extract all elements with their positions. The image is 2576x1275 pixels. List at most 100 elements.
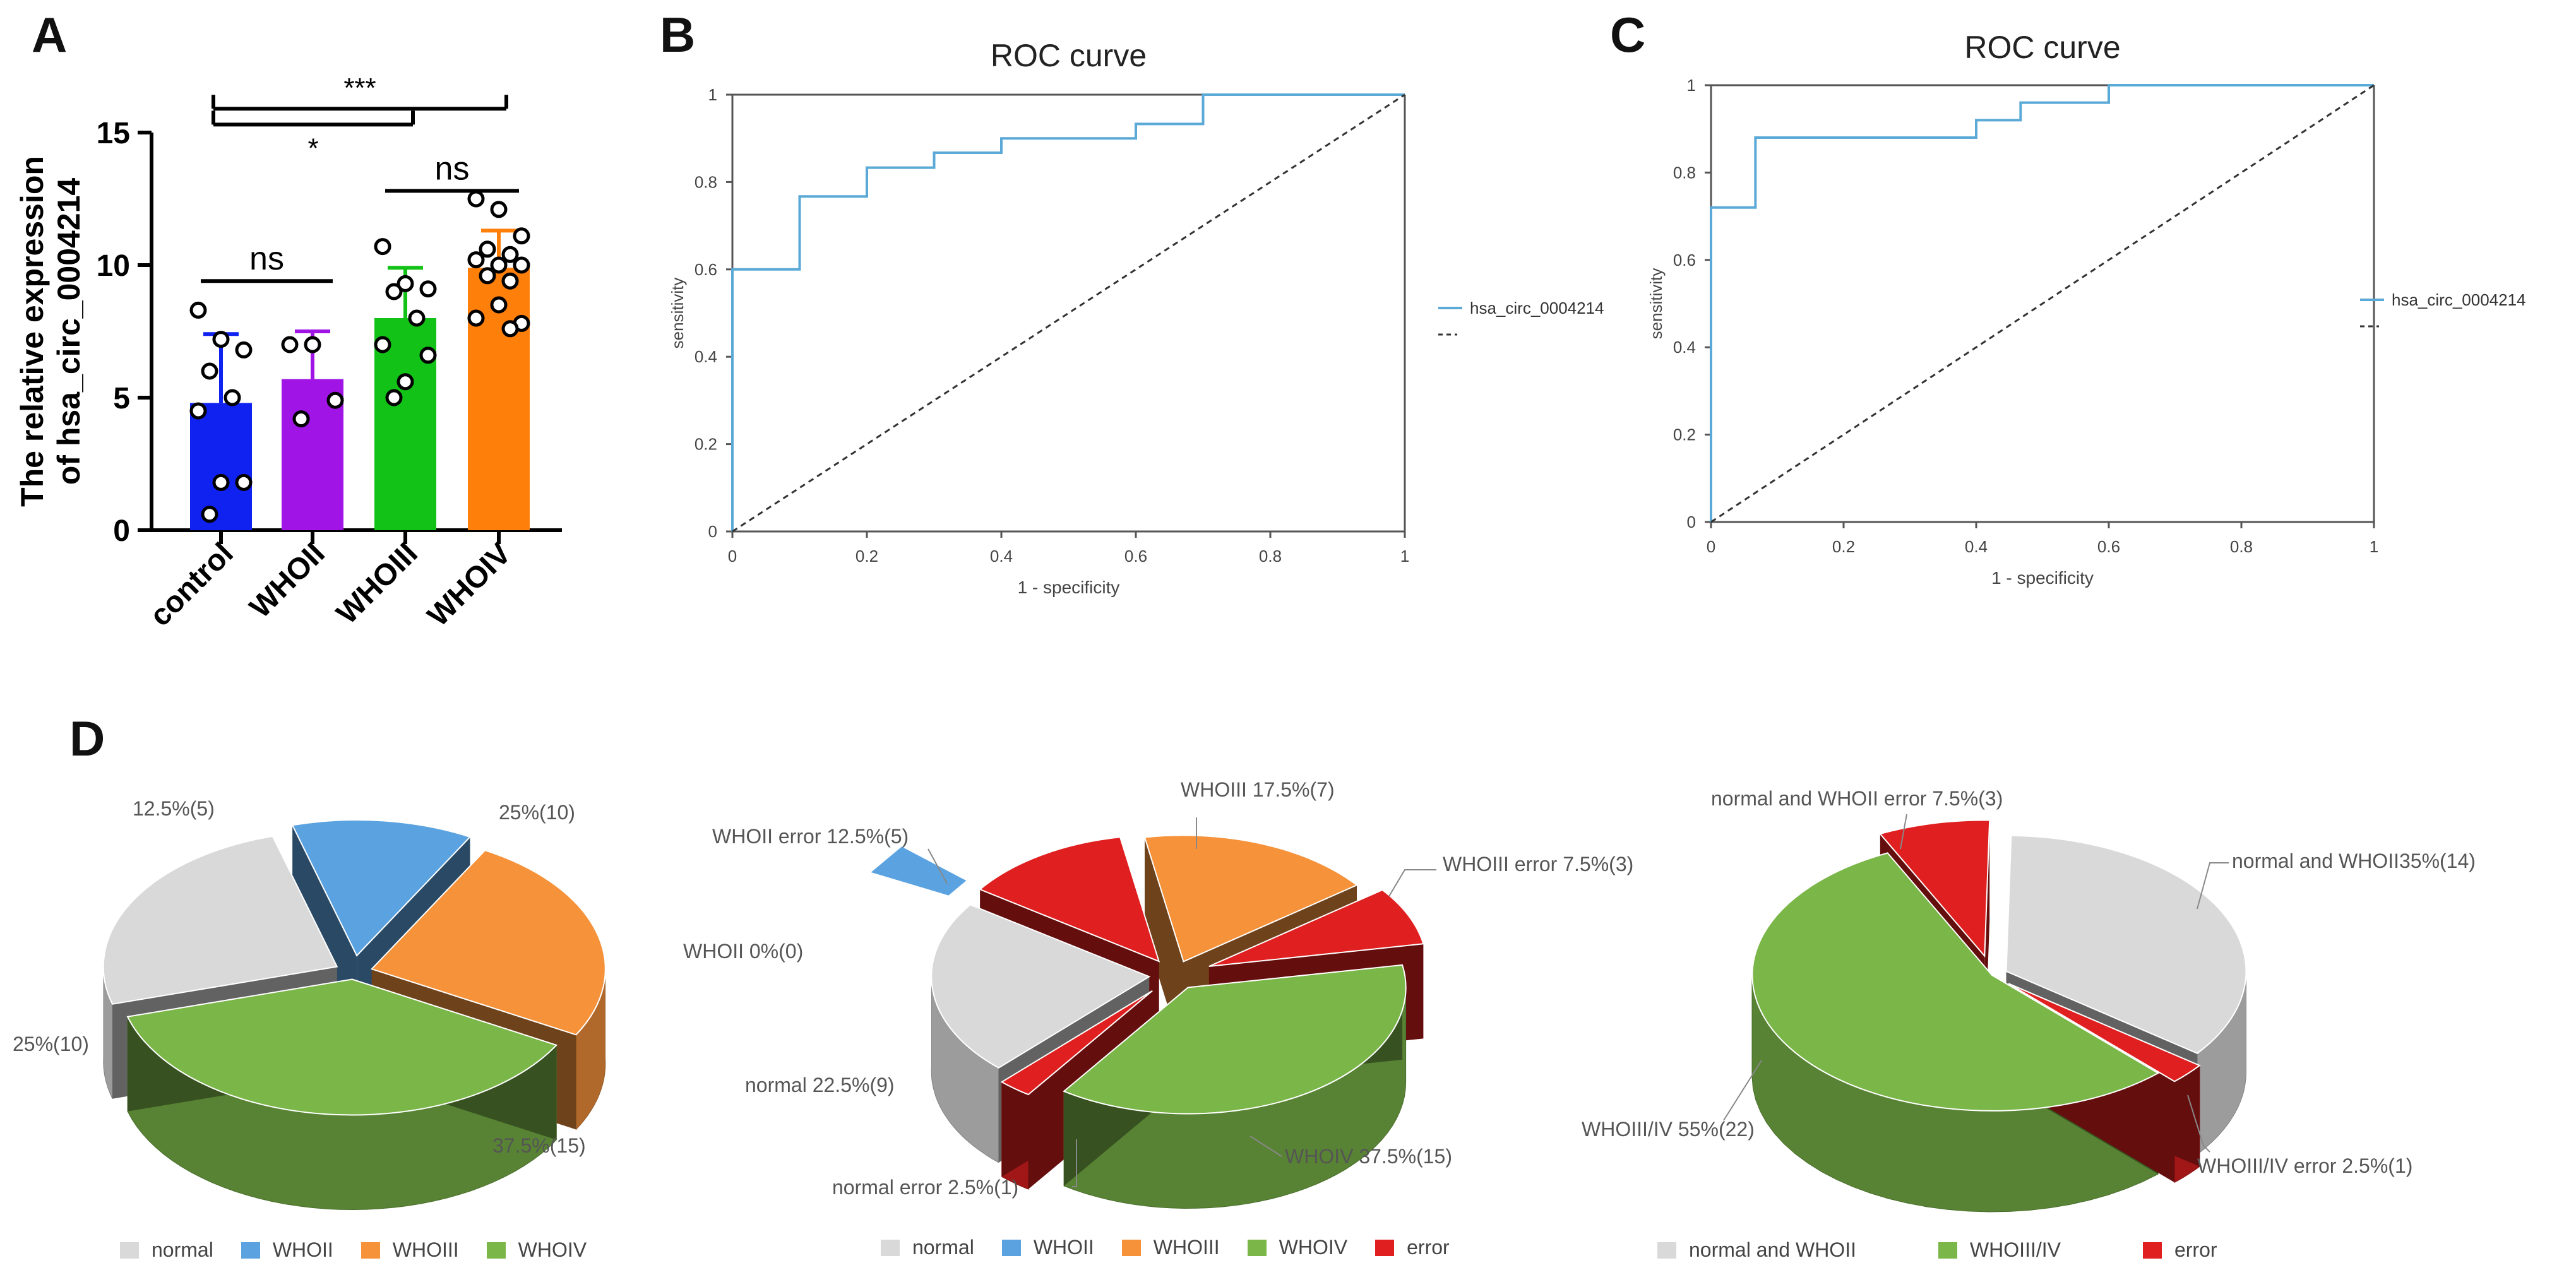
pie-slice-label: normal and WHOII35%(14) bbox=[2232, 850, 2476, 872]
legend-swatch bbox=[361, 1242, 380, 1259]
x-tick-label: control bbox=[143, 537, 239, 632]
significance-label: ns bbox=[435, 150, 470, 187]
legend-swatch bbox=[1375, 1239, 1395, 1256]
chart-title: ROC curve bbox=[1964, 30, 2120, 65]
legend-label: normal bbox=[152, 1238, 213, 1261]
y-tick-label: 0.8 bbox=[1673, 163, 1696, 182]
y-axis-label-line: of hsa_circ_0004214 bbox=[51, 178, 86, 485]
pie-chart-d1: 12.5%(5) 25%(10) 37.5%(15) 25%(10) bbox=[13, 797, 606, 1211]
pie-slice-whoiii-error bbox=[1208, 889, 1424, 967]
legend-swatch bbox=[486, 1242, 506, 1259]
panel-label-d: D bbox=[69, 711, 105, 766]
data-point bbox=[479, 267, 496, 285]
x-tick-label: 0.2 bbox=[1832, 537, 1855, 556]
chart-title: ROC curve bbox=[991, 38, 1147, 73]
pie-leader-line bbox=[1723, 1060, 1762, 1121]
pie-slice-whoiii bbox=[1143, 834, 1358, 963]
pie-chart-d3: normal and WHOII35%(14) WHOIII/IV error 2… bbox=[1582, 787, 2476, 1213]
legend-swatch bbox=[120, 1242, 139, 1259]
data-point bbox=[374, 238, 391, 256]
legend-swatch bbox=[1657, 1242, 1676, 1259]
panel-label-b: B bbox=[660, 7, 696, 62]
panel-label-c: C bbox=[1610, 7, 1646, 62]
data-point bbox=[292, 410, 310, 428]
data-point bbox=[235, 341, 253, 359]
pie-leader-line bbox=[1900, 814, 1907, 850]
data-point bbox=[235, 473, 253, 491]
pie-slice-label: normal error 2.5%(1) bbox=[832, 1176, 1018, 1199]
data-point bbox=[374, 336, 391, 353]
x-axis-label: 1 - specificity bbox=[1018, 578, 1120, 597]
data-point bbox=[419, 280, 437, 298]
y-axis-label: The relative expressionof hsa_circ_00042… bbox=[15, 156, 86, 507]
bar-control bbox=[190, 403, 252, 530]
legend-label: hsa_circ_0004214 bbox=[2392, 290, 2526, 309]
legend-label: WHOIII bbox=[1153, 1236, 1220, 1259]
y-tick-label: 15 bbox=[97, 117, 130, 150]
data-point bbox=[201, 506, 218, 523]
data-point bbox=[397, 275, 414, 292]
pie-slice-label: WHOII error 12.5%(5) bbox=[712, 825, 909, 848]
x-tick-label: WHOIII bbox=[330, 537, 424, 631]
data-point bbox=[501, 320, 519, 338]
pie-leader-line bbox=[2187, 1094, 2210, 1153]
pie-slice-label: 25%(10) bbox=[499, 801, 575, 824]
panel-label-a: A bbox=[32, 7, 68, 62]
y-tick-label: 0.8 bbox=[695, 172, 717, 191]
significance-label: * bbox=[307, 133, 318, 163]
pie-slice-whoiii-iv bbox=[1751, 852, 2160, 1112]
x-tick-label: 0.8 bbox=[2230, 537, 2253, 556]
data-point bbox=[501, 246, 519, 263]
pie-leader-line bbox=[1249, 1136, 1282, 1157]
x-axis-label: 1 - specificity bbox=[1991, 568, 2094, 588]
pie-slice-label: normal 22.5%(9) bbox=[745, 1074, 895, 1096]
y-tick-label: 0.6 bbox=[1673, 251, 1696, 270]
legend-label: normal and WHOII bbox=[1689, 1238, 1856, 1261]
pie-slice-label: WHOIII/IV 55%(22) bbox=[1582, 1118, 1755, 1141]
legend-swatch bbox=[881, 1239, 900, 1256]
pie-slice-normal-and-whoii-error bbox=[1879, 819, 1991, 958]
y-tick-label: 10 bbox=[97, 249, 130, 283]
pie-slice-label: 25%(10) bbox=[13, 1033, 89, 1055]
data-point bbox=[467, 309, 485, 327]
data-point bbox=[304, 336, 321, 353]
data-point bbox=[513, 227, 530, 245]
data-point bbox=[281, 336, 299, 353]
data-point bbox=[212, 473, 230, 491]
pie-slice-label: WHOIV 37.5%(15) bbox=[1285, 1145, 1452, 1168]
legend-label: error bbox=[2174, 1238, 2217, 1261]
data-point bbox=[479, 240, 496, 258]
y-tick-label: 5 bbox=[113, 382, 130, 415]
pie-slice-whoii bbox=[291, 819, 472, 957]
data-point bbox=[326, 391, 344, 409]
legend-swatch bbox=[1247, 1239, 1267, 1256]
legend-label: WHOII bbox=[272, 1238, 333, 1261]
legend-label: WHOIV bbox=[1279, 1236, 1348, 1259]
x-tick-label: 0 bbox=[728, 547, 737, 566]
x-tick-label: 1 bbox=[1400, 547, 1409, 566]
y-axis-label-line: The relative expression bbox=[15, 156, 50, 507]
data-point bbox=[201, 362, 218, 380]
y-tick-label: 0.4 bbox=[1673, 338, 1696, 357]
legend-swatch bbox=[241, 1242, 260, 1259]
legend-label: error bbox=[1407, 1236, 1450, 1259]
data-point bbox=[513, 256, 530, 274]
pie-leader-line bbox=[927, 848, 948, 884]
data-point bbox=[490, 201, 508, 218]
pie-chart-d2: WHOIII 17.5%(7) WHOIII error 7.5%(3) WHOIV… bbox=[683, 778, 1633, 1209]
pie-slice-normal-and-whoii bbox=[2005, 834, 2247, 1054]
pie-slice-whoii bbox=[871, 846, 967, 896]
y-tick-label: 0.6 bbox=[695, 260, 717, 279]
data-point bbox=[490, 296, 508, 314]
x-tick-label: WHOII bbox=[243, 537, 331, 624]
y-tick-label: 0 bbox=[113, 514, 130, 548]
legend-d2: normal WHOII WHOIII WHOIV error bbox=[881, 1236, 1477, 1259]
pie-slice-label: WHOIII 17.5%(7) bbox=[1181, 778, 1335, 801]
x-tick-label: 0.4 bbox=[990, 547, 1013, 566]
y-tick-label: 1 bbox=[708, 85, 717, 104]
legend-swatch bbox=[1121, 1239, 1141, 1256]
legend-label: WHOII bbox=[1033, 1236, 1094, 1259]
roc-line-hsa-circ bbox=[731, 93, 1405, 531]
data-point bbox=[467, 190, 485, 208]
x-tick-label: 0.4 bbox=[1965, 537, 1988, 556]
